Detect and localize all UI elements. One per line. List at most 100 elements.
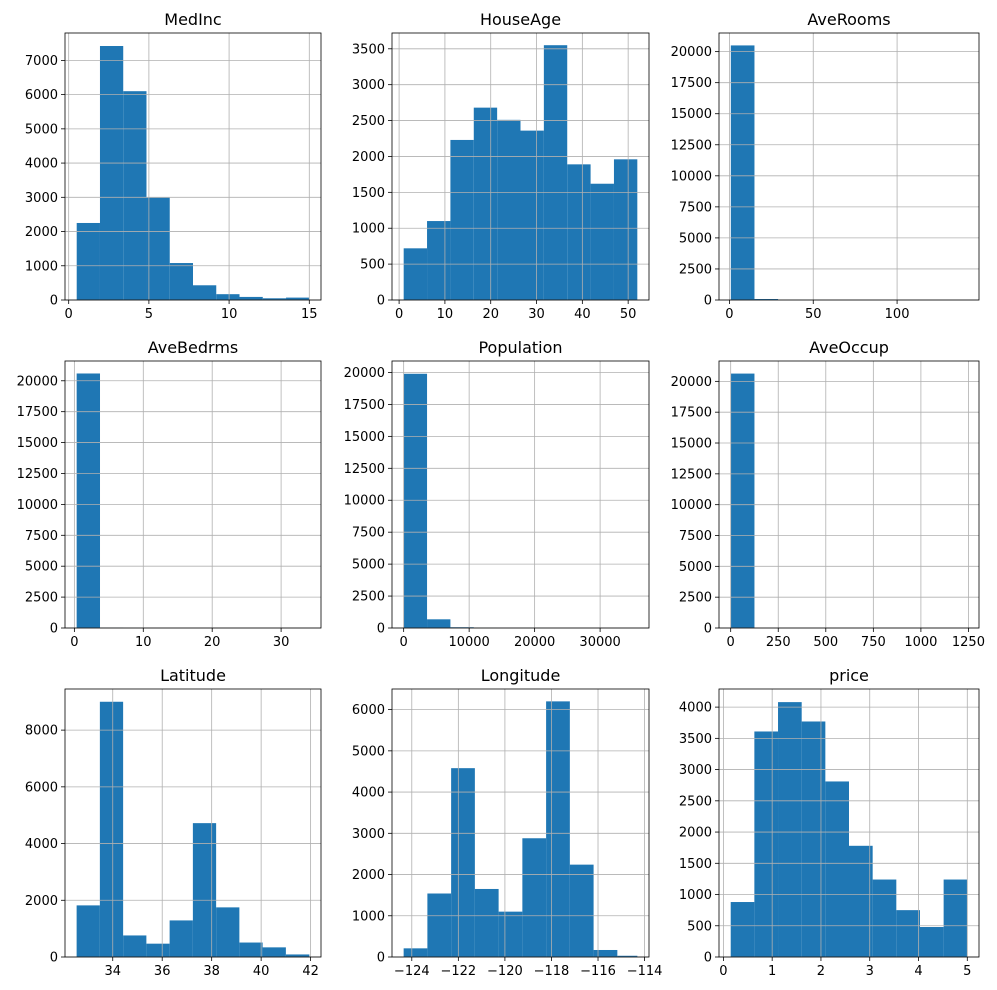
latitude-bar-9	[262, 947, 286, 957]
medinc-bar-8	[239, 296, 263, 300]
price-bar-8	[896, 910, 920, 957]
longitude-ytick-label-2: 1000	[352, 909, 385, 924]
population-title: Population	[478, 338, 562, 357]
averooms-ytick-label-3: 5000	[679, 231, 712, 246]
panel-latitude: 34 36 38 40 42 0 2000 4000 6000 8000 Latitude	[25, 666, 322, 979]
price-xtick-label-5: 4	[914, 964, 922, 979]
medinc-xtick-label-1: 0	[65, 307, 73, 322]
latitude-ytick-label-4: 6000	[25, 780, 58, 795]
latitude-bar-5	[169, 920, 193, 957]
longitude-bar-5	[498, 911, 523, 957]
price-ytick-label-6: 2500	[679, 794, 712, 809]
avebedrms-ytick-label-9: 20000	[17, 374, 58, 389]
aveoccup-axes-frame	[718, 360, 980, 629]
aveoccup-ytick-label-2: 2500	[679, 591, 712, 606]
aveoccup-ytick-label-3: 5000	[679, 560, 712, 575]
latitude-xtick-label-1: 34	[104, 964, 121, 979]
aveoccup-ytick-label-9: 20000	[671, 375, 712, 390]
medinc-bar-10	[286, 297, 310, 300]
houseage-bar-6	[520, 130, 544, 300]
population-ytick-label-5: 10000	[344, 494, 385, 509]
latitude-ytick-label-1: 0	[50, 951, 58, 966]
latitude-bar-1	[76, 905, 100, 957]
latitude-ytick-label-3: 4000	[25, 837, 58, 852]
houseage-ytick-label-7: 3000	[352, 78, 385, 93]
price-xtick-label-1: 0	[719, 964, 727, 979]
aveoccup-title: AveOccup	[809, 338, 889, 357]
medinc-ytick-label-5: 4000	[25, 157, 58, 172]
houseage-bar-1	[403, 248, 428, 300]
averooms-bar-1	[730, 45, 755, 300]
population-ytick-label-8: 17500	[344, 398, 385, 413]
price-xtick-label-4: 3	[866, 964, 874, 979]
longitude-xtick-label-2: −122	[440, 964, 476, 979]
medinc-ytick-label-2: 1000	[25, 259, 58, 274]
avebedrms-title: AveBedrms	[148, 338, 239, 357]
aveoccup-xtick-label-1: 0	[727, 635, 735, 650]
houseage-bar-10	[613, 159, 638, 300]
latitude-ytick-label-2: 2000	[25, 894, 58, 909]
price-ytick-label-9: 4000	[679, 701, 712, 716]
houseage-ytick-label-8: 3500	[352, 42, 385, 57]
houseage-xtick-label-5: 40	[574, 307, 591, 322]
longitude-bar-3	[451, 768, 475, 957]
averooms-ytick-label-7: 15000	[671, 107, 712, 122]
longitude-xtick-label-5: −116	[580, 964, 616, 979]
longitude-ytick-label-1: 0	[377, 951, 385, 966]
latitude-bar-3	[123, 935, 147, 957]
avebedrms-xtick-label-1: 0	[70, 635, 78, 650]
medinc-ytick-label-6: 5000	[25, 122, 58, 137]
houseage-bar-3	[450, 139, 474, 300]
price-bar-6	[849, 845, 873, 957]
medinc-title: MedInc	[164, 10, 221, 29]
latitude-bar-8	[239, 942, 263, 957]
houseage-title: HouseAge	[480, 10, 561, 29]
price-bar-7	[872, 879, 897, 957]
aveoccup-ytick-label-8: 17500	[671, 406, 712, 421]
population-ytick-label-6: 12500	[344, 462, 385, 477]
averooms-ytick-label-5: 10000	[671, 169, 712, 184]
medinc-bar-5	[169, 263, 193, 300]
averooms-xtick-label-3: 100	[885, 307, 910, 322]
houseage-xtick-label-1: 0	[395, 307, 403, 322]
medinc-ytick-label-4: 3000	[25, 191, 58, 206]
longitude-ytick-label-6: 5000	[352, 744, 385, 759]
longitude-bar-4	[474, 888, 499, 957]
houseage-ytick-label-5: 2000	[352, 150, 385, 165]
panel-houseage: 0 10 20 30 40 500500100015002000250030003500H…	[352, 10, 650, 322]
aveoccup-ytick-label-4: 7500	[679, 529, 712, 544]
latitude-xtick-label-2: 36	[154, 964, 171, 979]
longitude-bar-1	[403, 948, 428, 957]
population-ytick-label-2: 2500	[352, 590, 385, 605]
averooms-ytick-label-4: 7500	[679, 200, 712, 215]
medinc-ytick-label-1: 0	[50, 294, 58, 309]
longitude-bar-7	[546, 701, 570, 957]
avebedrms-bar-1	[76, 373, 101, 628]
longitude-bar-6	[522, 838, 547, 957]
latitude-bar-2	[99, 701, 124, 957]
aveoccup-xtick-label-5: 1000	[904, 635, 937, 650]
price-ytick-label-3: 1000	[679, 888, 712, 903]
population-ytick-label-7: 15000	[344, 430, 385, 445]
latitude-xtick-label-4: 40	[253, 964, 270, 979]
medinc-xtick-label-3: 10	[221, 307, 238, 322]
medinc-bar-3	[123, 91, 147, 300]
avebedrms-ytick-label-1: 0	[50, 622, 58, 637]
averooms-axes-frame	[718, 32, 980, 301]
averooms-title: AveRooms	[807, 10, 890, 29]
population-ytick-label-4: 7500	[352, 526, 385, 541]
price-ytick-label-5: 2000	[679, 826, 712, 841]
population-xtick-label-3: 20000	[514, 635, 555, 650]
houseage-bar-2	[427, 221, 451, 300]
avebedrms-ytick-label-6: 12500	[17, 467, 58, 482]
medinc-bar-1	[76, 222, 100, 300]
latitude-bar-10	[285, 954, 310, 957]
avebedrms-ytick-label-4: 7500	[25, 529, 58, 544]
longitude-axes-frame	[391, 688, 650, 958]
price-bar-4	[801, 721, 826, 957]
houseage-ytick-label-3: 1000	[352, 222, 385, 237]
price-bar-9	[919, 927, 944, 957]
latitude-xtick-label-5: 42	[302, 964, 319, 979]
houseage-bar-9	[590, 183, 614, 300]
price-bar-10	[943, 879, 968, 957]
